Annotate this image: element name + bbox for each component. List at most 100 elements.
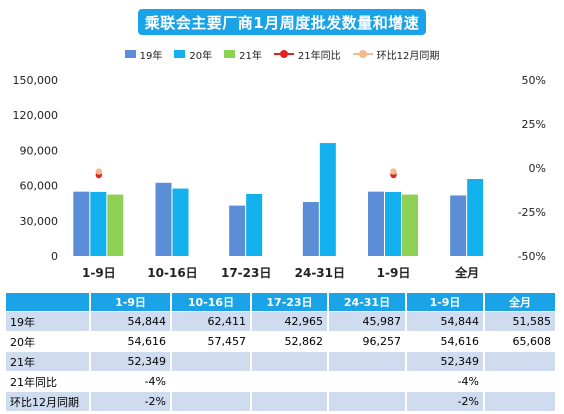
bar-21年-4 (402, 194, 418, 256)
table-cell: 52,862 (252, 332, 329, 352)
bar-20年-5 (467, 179, 484, 256)
bar-19年-2 (229, 205, 246, 256)
table-row: 21年同比 -4% -4% (6, 372, 557, 392)
table-cell (252, 352, 329, 372)
table-cell: 52,349 (407, 352, 485, 372)
legend-label-mom12: 环比12月同期 (376, 50, 440, 62)
table-cell: -4% (407, 372, 485, 392)
table-cell: 96,257 (329, 332, 407, 352)
legend-label-19: 19年 (139, 50, 163, 62)
x-tick-label: 10-16日 (147, 266, 197, 280)
table-header-cell: 全月 (485, 293, 557, 312)
table-header-cell: 24-31日 (329, 293, 407, 312)
bar-20年-2 (246, 193, 263, 256)
marker-环比12月同期-4 (390, 168, 397, 175)
y2-tick-label: 50% (522, 74, 546, 87)
data-table: 1-9日 10-16日 17-23日 24-31日 1-9日 全月 19年 54,844 62,… (6, 293, 557, 412)
row-label: 21年 (6, 352, 91, 372)
row-label: 19年 (6, 312, 91, 332)
x-tick-label: 全月 (454, 265, 479, 280)
table-header-cell: 17-23日 (252, 293, 329, 312)
legend-item-19: 19年 (124, 47, 163, 62)
table-cell: 54,844 (91, 312, 172, 332)
bar-19年-5 (450, 195, 467, 256)
table-cell (329, 352, 407, 372)
table-cell: 54,616 (407, 332, 485, 352)
table-cell: 45,987 (329, 312, 407, 332)
y-tick-label: 0 (51, 250, 58, 263)
row-label: 20年 (6, 332, 91, 352)
table-row: 21年 52,349 52,349 (6, 352, 557, 372)
table-cell: -4% (91, 372, 172, 392)
legend: 19年 20年 21年 21年同比 环比12月同期 (0, 46, 564, 62)
table-cell (329, 372, 407, 392)
table-cell (172, 392, 252, 412)
legend-item-mom12: 环比12月同期 (352, 47, 440, 62)
table-row: 环比12月同期 -2% -2% (6, 392, 557, 412)
bar-chart: 150,000 120,000 90,000 60,000 30,000 0 50% 25% 0… (13, 74, 547, 280)
table-cell (172, 352, 252, 372)
table-cell (329, 392, 407, 412)
legend-item-20: 20年 (174, 47, 212, 62)
bar-20年-3 (319, 143, 336, 256)
table-cell: 54,844 (407, 312, 485, 332)
row-label: 环比12月同期 (6, 392, 91, 412)
table-cell: 51,585 (485, 312, 557, 332)
y-tick-label: 60,000 (20, 180, 59, 193)
x-tick-label: 17-23日 (221, 266, 271, 280)
legend-line-mom12 (352, 50, 373, 58)
table-header-row: 1-9日 10-16日 17-23日 24-31日 1-9日 全月 (6, 293, 557, 312)
legend-line-yoy21 (273, 50, 294, 58)
table-cell (252, 372, 329, 392)
y-tick-label: 150,000 (13, 74, 59, 87)
table-cell (172, 372, 252, 392)
bar-19年-4 (368, 191, 384, 256)
table-cell (485, 392, 557, 412)
bar-19年-3 (302, 202, 319, 256)
table-cell (485, 352, 557, 372)
table-cell (252, 392, 329, 412)
x-tick-label: 1-9日 (377, 266, 411, 280)
chart-title: 乘联会主要厂商1月周度批发数量和增速 (138, 9, 426, 35)
table-cell: -2% (407, 392, 485, 412)
legend-label-20: 20年 (189, 50, 213, 62)
legend-swatch-21 (224, 50, 236, 58)
y2-tick-label: -25% (518, 206, 546, 219)
table-cell: 65,608 (485, 332, 557, 352)
x-tick-label: 24-31日 (295, 266, 345, 280)
legend-label-yoy21: 21年同比 (297, 50, 341, 62)
y-tick-label: 30,000 (20, 215, 59, 228)
table-cell: 52,349 (91, 352, 172, 372)
table-header-cell: 1-9日 (407, 293, 485, 312)
legend-swatch-20 (174, 50, 186, 58)
bar-20年-0 (90, 191, 107, 256)
bar-19年-0 (73, 191, 90, 256)
y2-tick-label: 0% (529, 162, 546, 175)
table-cell: 62,411 (172, 312, 252, 332)
table-cell (485, 372, 557, 392)
y2-tick-label: 25% (522, 118, 546, 131)
y-tick-label: 120,000 (13, 109, 59, 122)
table-cell: -2% (91, 392, 172, 412)
legend-swatch-19 (124, 50, 136, 58)
table-header-cell (6, 293, 91, 312)
y2-tick-label: -50% (518, 250, 546, 263)
x-tick-label: 1-9日 (82, 266, 116, 280)
bar-19年-1 (155, 182, 172, 256)
table-row: 19年 54,844 62,411 42,965 45,987 54,844 51,585 (6, 312, 557, 332)
legend-item-21: 21年 (224, 47, 262, 62)
bar-20年-4 (385, 191, 401, 256)
marker-环比12月同期-0 (95, 168, 103, 175)
bar-21年-0 (107, 194, 124, 256)
bar-20年-1 (172, 188, 189, 256)
row-label: 21年同比 (6, 372, 91, 392)
legend-item-yoy21: 21年同比 (273, 47, 341, 62)
table-header-cell: 10-16日 (172, 293, 252, 312)
table-cell: 42,965 (252, 312, 329, 332)
table-row: 20年 54,616 57,457 52,862 96,257 54,616 65,608 (6, 332, 557, 352)
table-cell: 57,457 (172, 332, 252, 352)
y-tick-label: 90,000 (20, 144, 59, 157)
table-cell: 54,616 (91, 332, 172, 352)
legend-label-21: 21年 (239, 50, 262, 62)
